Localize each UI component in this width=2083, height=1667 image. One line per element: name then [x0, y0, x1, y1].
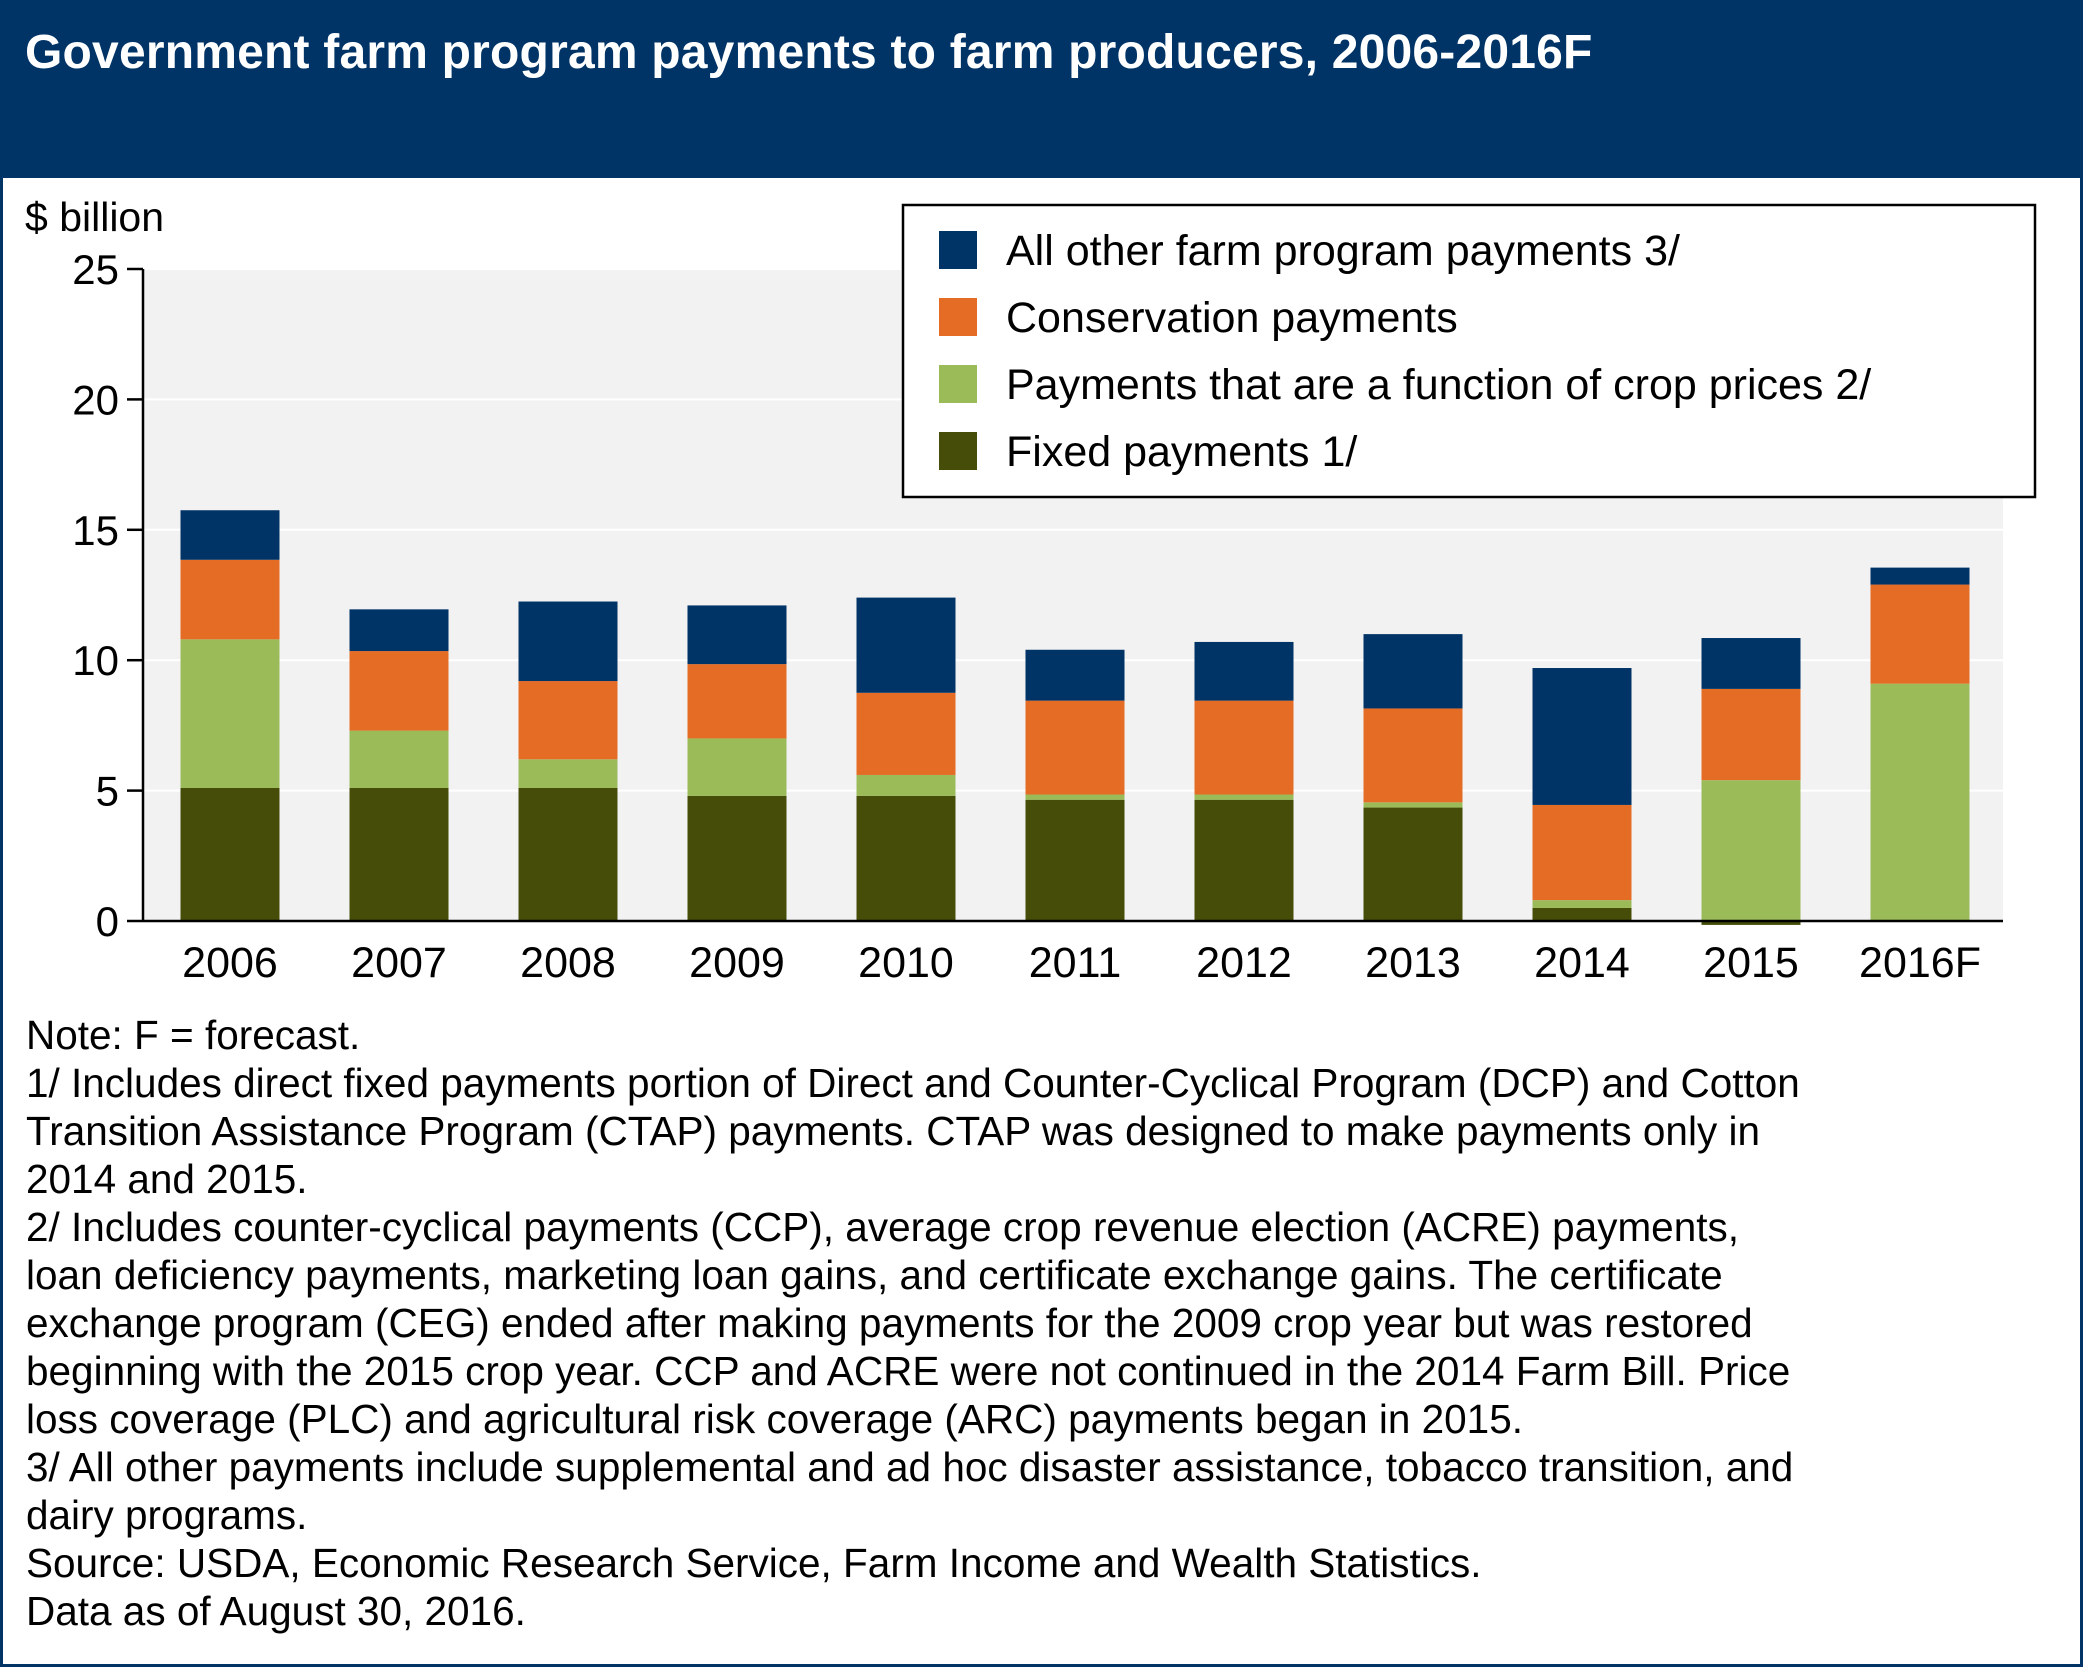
stacked-bar-chart: 0 5 10 15 20 25 2006 2007 2008 2009 2010 2011 2012 20…	[25, 194, 2037, 987]
bar-segment-2012-1	[1194, 794, 1294, 800]
bar-segment-2011-2	[1025, 700, 1125, 795]
bar-segment-2015-1	[1701, 780, 1801, 921]
bar-segment-2013-3	[1363, 634, 1463, 709]
bar-segment-2009-1	[687, 738, 787, 796]
footnote-line: loan deficiency payments, marketing loan…	[26, 1252, 1723, 1298]
header-banner: Government farm program payments to farm…	[3, 3, 2080, 178]
x-tick-label: 2009	[689, 939, 785, 987]
chart-title: Government farm program payments to farm…	[25, 26, 1593, 79]
bar-segment-2014-1	[1532, 900, 1632, 908]
bar-segment-2014-3	[1532, 668, 1632, 805]
footnote-line: Source: USDA, Economic Research Service,…	[26, 1540, 1482, 1586]
y-tick-label: 5	[96, 768, 119, 815]
legend-swatch	[939, 298, 977, 336]
footnote-line: Data as of August 30, 2016.	[26, 1588, 526, 1634]
bar-segment-2008-0	[518, 787, 618, 921]
footnote-line: loss coverage (PLC) and agricultural ris…	[26, 1396, 1523, 1442]
bar-segment-2016F-2	[1870, 584, 1970, 684]
legend-box	[901, 203, 2037, 499]
bar-segment-2015-2	[1701, 688, 1801, 781]
footnote-line: Note: F = forecast.	[26, 1012, 361, 1058]
axes: 0 5 10 15 20 25 2006 2007 2008 2009 2010 2011 2012 20…	[72, 246, 2003, 987]
bar-segment-2016F-3	[1870, 567, 1970, 585]
legend-label: Fixed payments 1/	[1006, 428, 1357, 476]
bar-segment-2010-1	[856, 774, 956, 796]
bar-segment-2010-2	[856, 692, 956, 775]
bar-segment-2015-0	[1701, 921, 1801, 925]
bar-segment-2006-1	[180, 639, 280, 788]
bar-segment-2007-1	[349, 730, 449, 788]
bar-segment-2007-2	[349, 651, 449, 731]
footnote-line: 3/ All other payments include supplement…	[26, 1444, 1794, 1490]
footnote-line: exchange program (CEG) ended after makin…	[26, 1300, 1753, 1346]
bar-segment-2012-3	[1194, 641, 1294, 701]
footnote-line: 1/ Includes direct fixed payments portio…	[26, 1060, 1800, 1106]
footnote-line: 2014 and 2015.	[26, 1156, 308, 1202]
bar-segment-2006-2	[180, 559, 280, 640]
legend-label: All other farm program payments 3/	[1006, 227, 1680, 275]
legend-swatch	[939, 432, 977, 470]
bar-segment-2013-2	[1363, 708, 1463, 803]
x-tick-label: 2014	[1534, 939, 1630, 987]
bar-segment-2010-3	[856, 597, 956, 693]
x-tick-label: 2006	[182, 939, 278, 987]
bar-segment-2013-1	[1363, 802, 1463, 808]
x-tick-label: 2013	[1365, 939, 1461, 987]
y-axis-label: $ billion	[25, 194, 164, 240]
x-tick-label: 2007	[351, 939, 447, 987]
bar-segment-2012-0	[1194, 799, 1294, 921]
y-tick-label: 15	[72, 507, 119, 554]
x-tick-label: 2010	[858, 939, 954, 987]
legend: All other farm program payments 3/Conser…	[901, 203, 2037, 499]
legend-swatch	[939, 365, 977, 403]
legend-label: Conservation payments	[1006, 294, 1458, 342]
bar-segment-2009-0	[687, 795, 787, 921]
legend-label: Payments that are a function of crop pri…	[1006, 361, 1871, 409]
bar-segment-2012-2	[1194, 700, 1294, 795]
bar-segment-2010-0	[856, 795, 956, 921]
bar-segment-2014-0	[1532, 907, 1632, 921]
footnote-line: Transition Assistance Program (CTAP) pay…	[26, 1108, 1760, 1154]
x-tick-label: 2008	[520, 939, 616, 987]
bar-segment-2007-3	[349, 609, 449, 652]
bar-segment-2008-2	[518, 681, 618, 760]
bar-segment-2006-3	[180, 510, 280, 560]
bar-segment-2013-0	[1363, 807, 1463, 921]
bar-segment-2011-1	[1025, 794, 1125, 800]
bar-segment-2014-2	[1532, 804, 1632, 901]
bar-segment-2011-0	[1025, 799, 1125, 921]
x-tick-label: 2016F	[1859, 939, 1981, 987]
footnote-line: 2/ Includes counter-cyclical payments (C…	[26, 1204, 1739, 1250]
bar-segment-2009-2	[687, 664, 787, 739]
x-tick-label: 2011	[1029, 939, 1121, 987]
y-tick-label: 0	[96, 898, 119, 945]
y-tick-label: 25	[72, 246, 119, 293]
bar-segment-2011-3	[1025, 649, 1125, 701]
x-tick-label: 2012	[1196, 939, 1292, 987]
bar-segment-2009-3	[687, 605, 787, 665]
bar-segment-2006-0	[180, 787, 280, 921]
y-tick-label: 20	[72, 376, 119, 423]
footnotes: Note: F = forecast. 1/ Includes direct fi…	[26, 1011, 2066, 1635]
x-tick-label: 2015	[1703, 939, 1799, 987]
y-tick-label: 10	[72, 637, 119, 684]
legend-swatch	[939, 231, 977, 269]
bar-segment-2015-3	[1701, 638, 1801, 689]
footnote-line: beginning with the 2015 crop year. CCP a…	[26, 1348, 1791, 1394]
bar-segment-2016F-1	[1870, 683, 1970, 921]
footnote-line: dairy programs.	[26, 1492, 308, 1538]
bar-segment-2007-0	[349, 787, 449, 921]
bar-segment-2008-3	[518, 601, 618, 682]
bars	[180, 510, 1970, 925]
bar-segment-2008-1	[518, 759, 618, 788]
